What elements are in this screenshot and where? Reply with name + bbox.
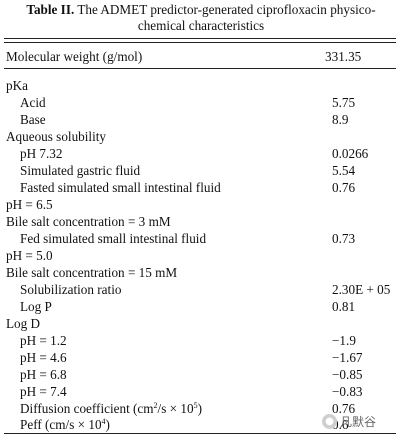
label-text: Diffusion coefficient (cm xyxy=(20,401,154,416)
row-label: pH = 1.2 xyxy=(20,333,67,348)
table-row: Solubilization ratio 2.30E + 05 xyxy=(0,281,401,298)
row-label: Solubilization ratio xyxy=(20,282,122,297)
row-value: 0.81 xyxy=(332,299,356,314)
row-label: Bile salt concentration = 15 mM xyxy=(6,265,178,280)
label-text: Peff (cm/s × 10 xyxy=(20,417,102,432)
label-superscript: 5 xyxy=(193,401,198,410)
wechat-logo-icon: ● xyxy=(322,414,337,429)
row-label: Bile salt concentration = 3 mM xyxy=(6,214,171,229)
row-value: 8.9 xyxy=(332,112,349,127)
label-superscript: 4 xyxy=(101,417,106,426)
header-rule xyxy=(4,68,396,69)
table-row: pH = 6.8 −0.85 xyxy=(0,366,401,383)
table-row: Bile salt concentration = 3 mM xyxy=(0,213,401,230)
row-label: Fed simulated small intestinal fluid xyxy=(20,231,207,246)
row-label: pH = 7.4 xyxy=(20,384,67,399)
row-label: Diffusion coefficient (cm2/s × 105) xyxy=(20,400,202,417)
table-row: pH 7.32 0.0266 xyxy=(0,145,401,162)
row-value: 5.75 xyxy=(332,95,356,110)
row-label: Peff (cm/s × 104) xyxy=(20,416,110,433)
row-value: 5.54 xyxy=(332,163,356,178)
watermark-text: 凡默谷 xyxy=(340,415,377,429)
caption-line-1: Table II. The ADMET predictor-generated … xyxy=(6,2,396,18)
row-value: 2.30E + 05 xyxy=(332,282,391,297)
row-value: 0.76 xyxy=(332,180,356,195)
header-label: Molecular weight (g/mol) xyxy=(6,49,143,64)
label-text: /s × 10 xyxy=(157,401,194,416)
label-text: ) xyxy=(105,417,110,432)
table-row: pH = 6.5 xyxy=(0,196,401,213)
row-label: Acid xyxy=(20,95,46,110)
table-row: Fed simulated small intestinal fluid 0.7… xyxy=(0,230,401,247)
bottom-rule xyxy=(4,433,396,434)
row-value: 0.0266 xyxy=(332,146,369,161)
table-row: Base 8.9 xyxy=(0,111,401,128)
table-row: Diffusion coefficient (cm2/s × 105) 0.76 xyxy=(0,400,401,417)
table-row: pH = 5.0 xyxy=(0,247,401,264)
caption-label: Table II. xyxy=(26,2,75,17)
table-row: Log P 0.81 xyxy=(0,298,401,315)
table-row: Aqueous solubility xyxy=(0,128,401,145)
header-row: Molecular weight (g/mol) 331.35 xyxy=(0,48,401,65)
row-label: pH = 5.0 xyxy=(6,248,53,263)
row-label: pH = 6.8 xyxy=(20,367,67,382)
row-label: Log D xyxy=(6,316,41,331)
row-label: Base xyxy=(20,112,46,127)
row-value: −0.83 xyxy=(332,384,363,399)
row-label: pH = 4.6 xyxy=(20,350,67,365)
watermark: ● 凡默谷 xyxy=(322,413,376,430)
table-row: Simulated gastric fluid 5.54 xyxy=(0,162,401,179)
caption-text-1: The ADMET predictor-generated ciprofloxa… xyxy=(77,2,376,17)
table-row: Fasted simulated small intestinal fluid … xyxy=(0,179,401,196)
table-row: pKa xyxy=(0,77,401,94)
row-label: Aqueous solubility xyxy=(6,129,107,144)
table-row: pH = 4.6 −1.67 xyxy=(0,349,401,366)
row-label: Fasted simulated small intestinal fluid xyxy=(20,180,221,195)
top-rule-2 xyxy=(4,42,396,43)
table-row: pH = 7.4 −0.83 xyxy=(0,383,401,400)
label-superscript: 2 xyxy=(153,401,158,410)
row-value: −1.67 xyxy=(332,350,363,365)
row-label: Log P xyxy=(20,299,52,314)
row-value: −1.9 xyxy=(332,333,356,348)
row-value: 0.76 xyxy=(332,401,356,416)
table-row: Bile salt concentration = 15 mM xyxy=(0,264,401,281)
row-label: pH 7.32 xyxy=(20,146,63,161)
row-label: pH = 6.5 xyxy=(6,197,53,212)
table-caption: Table II. The ADMET predictor-generated … xyxy=(6,2,396,34)
label-text: ) xyxy=(197,401,202,416)
row-value: −0.85 xyxy=(332,367,363,382)
table-row: Acid 5.75 xyxy=(0,94,401,111)
caption-line-2: chemical characteristics xyxy=(137,18,265,33)
header-value: 331.35 xyxy=(325,49,362,64)
row-label: pKa xyxy=(6,78,28,93)
table-row: Log D xyxy=(0,315,401,332)
top-rule-1 xyxy=(4,38,396,39)
row-value: 0.73 xyxy=(332,231,356,246)
row-label: Simulated gastric fluid xyxy=(20,163,141,178)
table-row: pH = 1.2 −1.9 xyxy=(0,332,401,349)
